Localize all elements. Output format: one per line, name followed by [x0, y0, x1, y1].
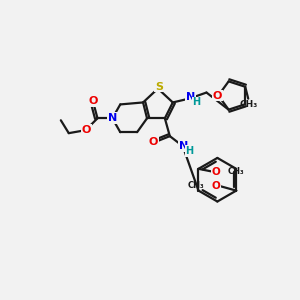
Text: CH₃: CH₃ [227, 167, 244, 176]
Text: O: O [82, 125, 91, 135]
Text: CH₃: CH₃ [239, 100, 257, 109]
Text: N: N [186, 92, 195, 103]
Text: O: O [89, 97, 98, 106]
Text: CH₃: CH₃ [188, 181, 205, 190]
Text: O: O [212, 167, 221, 177]
Text: N: N [179, 141, 188, 151]
Text: H: H [186, 146, 194, 156]
Text: H: H [193, 98, 201, 107]
Text: O: O [148, 137, 158, 147]
Text: O: O [213, 91, 222, 100]
Text: O: O [211, 181, 220, 191]
Text: N: N [108, 113, 117, 123]
Text: S: S [155, 82, 163, 92]
